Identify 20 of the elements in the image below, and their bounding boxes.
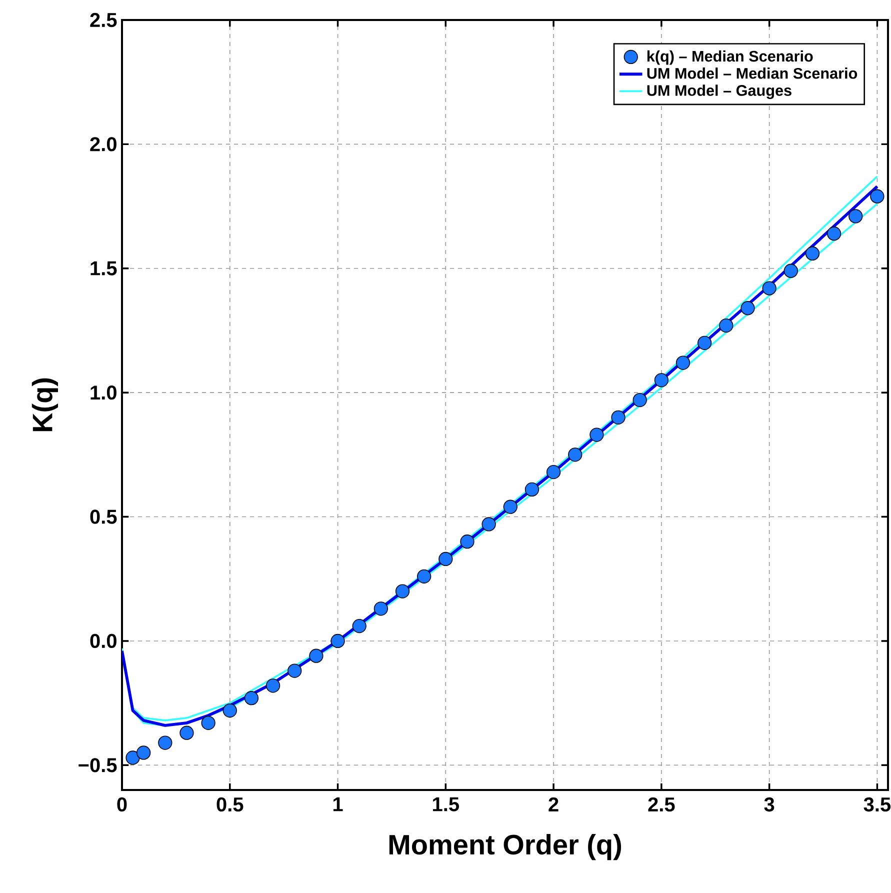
- legend-label: UM Model – Gauges: [647, 84, 792, 100]
- y-tick-label: 0.5: [90, 510, 117, 524]
- y-tick-label: 0.0: [90, 634, 116, 648]
- x-tick-label: 2.5: [648, 797, 675, 812]
- y-tick-label: 2.5: [90, 12, 117, 28]
- x-tick-label: 0: [117, 797, 127, 812]
- y-tick-label: 2.0: [90, 137, 116, 152]
- y-axis-title: K(q): [32, 378, 58, 432]
- legend-label: k(q) – Median Scenario: [647, 50, 813, 65]
- y-tick-label: 1.5: [90, 261, 117, 276]
- y-tick-label: −0.5: [78, 758, 117, 772]
- x-tick-label: 0.5: [216, 797, 244, 812]
- y-tick-label: 1.0: [90, 385, 116, 400]
- x-tick-label: 3.5: [864, 797, 891, 812]
- x-tick-label: 2: [548, 797, 558, 812]
- x-axis-title: Moment Order (q): [389, 834, 622, 860]
- x-tick-label: 1: [333, 797, 343, 812]
- x-tick-label: 3: [764, 797, 774, 812]
- x-tick-label: 1.5: [433, 797, 459, 812]
- legend-label: UM Model – Median Scenario: [647, 68, 858, 79]
